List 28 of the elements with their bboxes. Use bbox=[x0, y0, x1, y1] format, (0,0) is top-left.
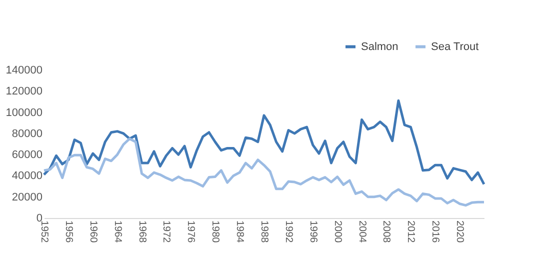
x-tick-label: 1972 bbox=[160, 220, 172, 244]
line-series bbox=[42, 99, 486, 186]
x-tick-label: 1996 bbox=[307, 220, 318, 244]
legend-label: Sea Trout bbox=[431, 40, 479, 53]
legend-label: Salmon bbox=[361, 40, 398, 53]
x-tick-label: 1988 bbox=[258, 220, 270, 244]
x-tick-label: 2016 bbox=[430, 220, 441, 244]
y-tick-label: 100000 bbox=[6, 106, 42, 119]
x-tick-label: 1956 bbox=[62, 220, 74, 244]
x-tick-label: 2020 bbox=[454, 220, 466, 244]
y-tick-label: 20000 bbox=[12, 191, 42, 204]
x-tick-label: 1960 bbox=[87, 220, 98, 244]
x-tick-label: 1964 bbox=[112, 220, 123, 244]
line-series bbox=[42, 137, 486, 207]
x-tick-label: 1976 bbox=[185, 220, 196, 244]
x-tick-label: 1992 bbox=[282, 220, 294, 244]
y-tick-label: 80000 bbox=[12, 128, 42, 140]
x-tick-label: 1984 bbox=[234, 220, 246, 244]
y-tick-label: 140000 bbox=[6, 64, 42, 76]
y-tick-label: 120000 bbox=[6, 86, 42, 98]
x-tick-label: 1968 bbox=[136, 220, 148, 244]
y-tick-label: 60000 bbox=[12, 149, 42, 162]
x-tick-label: 2004 bbox=[356, 220, 368, 244]
x-tick-label: 1980 bbox=[210, 220, 221, 244]
x-tick-label: 2012 bbox=[405, 220, 416, 244]
y-tick-label: 40000 bbox=[12, 170, 42, 182]
x-tick-label: 2008 bbox=[380, 220, 392, 244]
x-tick-label: 2000 bbox=[332, 220, 343, 244]
